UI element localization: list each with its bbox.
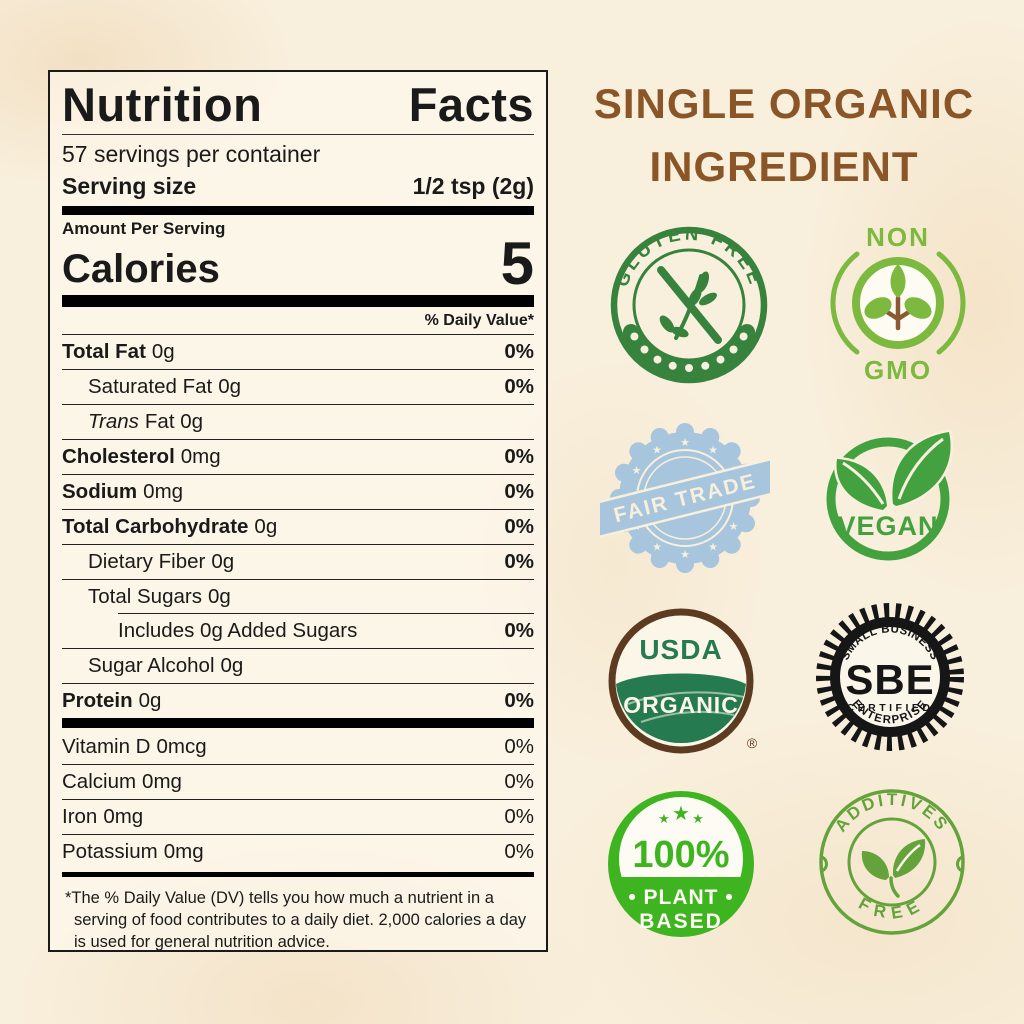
gluten-free-arc-text: GLUTEN FREE [611, 223, 764, 290]
sbe-certified-text: CERTIFIED [847, 702, 934, 714]
nutrient-row-total-carbohydrate: Total Carbohydrate 0g 0% [62, 510, 534, 546]
amount-per-serving: Amount Per Serving [62, 219, 226, 239]
svg-text:★: ★ [692, 811, 704, 826]
vitamin-row-iron: Iron 0mg 0% [62, 800, 534, 836]
calories-label: Calories [62, 247, 220, 292]
headline-line2: INGREDIENT [649, 143, 919, 190]
non-gmo-icon: NON GMO [830, 222, 966, 385]
usda-organic-icon: USDA ORGANIC ® [608, 608, 758, 754]
nutrient-row-total-sugars: Total Sugars 0g [62, 580, 534, 615]
vitamin-row-calcium: Calcium 0mg 0% [62, 765, 534, 801]
nutrient-row-trans-fat: Trans Fat 0g [62, 405, 534, 441]
vegan-icon: VEGAN [826, 429, 953, 561]
divider-bar [62, 872, 534, 878]
svg-text:★: ★ [708, 542, 718, 554]
headline-line1: SINGLE ORGANIC [593, 80, 975, 127]
vitamin-row-potassium: Potassium 0mg 0% [62, 840, 534, 864]
nutrient-row-protein: Protein 0g 0% [62, 689, 534, 713]
calories-row: Calories 5 [62, 230, 534, 298]
non-gmo-badge: NON GMO [813, 218, 983, 388]
nutrient-row-total-fat: Total Fat 0g 0% [62, 335, 534, 371]
sbe-big-text: SBE [845, 656, 934, 703]
crossed-wheat-icon [657, 266, 722, 344]
title-word-nutrition: Nutrition [62, 78, 263, 131]
gluten-free-badge: GLUTEN FREE [604, 220, 774, 390]
svg-text:★: ★ [672, 803, 690, 825]
svg-text:★: ★ [632, 465, 642, 477]
svg-text:ADDITIVES: ADDITIVES [831, 790, 953, 836]
side-tilde-right [956, 855, 964, 873]
servings-per-container: 57 servings per container [62, 141, 321, 168]
svg-text:★: ★ [658, 811, 670, 826]
registered-mark: ® [747, 735, 758, 751]
based-text: BASED [639, 910, 723, 933]
dotted-arc-decoration [630, 332, 748, 372]
leaves-icon [861, 839, 926, 898]
nutrient-row-cholesterol: Cholesterol 0mg 0% [62, 440, 534, 476]
non-gmo-top-text: NON [866, 222, 930, 252]
usda-text: USDA [639, 634, 722, 665]
nutrient-row-sugar-alcohol: Sugar Alcohol 0g [62, 649, 534, 685]
fair-trade-icon: ★★ ★★ ★★ ★★ ★★ FAIR TRADE [600, 423, 770, 573]
free-arc-text: FREE [856, 894, 922, 923]
non-gmo-bottom-text: GMO [864, 355, 932, 385]
svg-text:★: ★ [680, 437, 690, 449]
svg-text:★: ★ [680, 549, 690, 561]
title-word-facts: Facts [408, 78, 534, 131]
plant-text: • PLANT • [628, 886, 733, 909]
nutrient-row-added-sugars: Includes 0g Added Sugars 0% [62, 614, 534, 650]
divider-bar [62, 295, 534, 308]
additives-free-badge: ADDITIVES FREE [807, 777, 977, 947]
svg-text:★: ★ [729, 521, 739, 533]
gluten-free-icon: GLUTEN FREE [611, 223, 768, 384]
plant-based-badge: ★ ★ ★ 100% • PLANT • BASED [596, 779, 766, 949]
serving-size-label: Serving size [62, 173, 197, 200]
sprout-icon [864, 264, 932, 331]
vegan-badge: VEGAN [803, 407, 973, 577]
svg-text:FREE: FREE [856, 894, 929, 923]
plant-based-icon: ★ ★ ★ 100% • PLANT • BASED [608, 791, 754, 937]
divider-bar [62, 206, 534, 216]
sbe-seal-icon: SMALL BUSINESS SBE CERTIFIED ENTERPRISE [816, 603, 964, 751]
daily-value-footnote: *The % Daily Value (DV) tells you how mu… [65, 889, 527, 952]
vitamin-row-vitamin-d: Vitamin D 0mcg 0% [62, 730, 534, 766]
additives-free-icon: ADDITIVES FREE [819, 789, 965, 935]
svg-text:★: ★ [708, 445, 718, 457]
nutrient-row-sodium: Sodium 0mg 0% [62, 475, 534, 511]
sbe-certified-badge: SMALL BUSINESS SBE CERTIFIED ENTERPRISE [805, 592, 975, 762]
serving-size-row: Serving size 1/2 tsp (2g) [62, 170, 534, 202]
fair-trade-badge: ★★ ★★ ★★ ★★ ★★ FAIR TRADE [600, 413, 770, 583]
vegan-label: VEGAN [837, 511, 938, 541]
calories-value: 5 [500, 230, 534, 298]
additives-arc-text: ADDITIVES [831, 790, 950, 836]
leaves-icon [834, 429, 953, 513]
nutrition-facts-label: Nutrition Facts 57 servings per containe… [48, 70, 548, 952]
divider-bar [62, 718, 534, 729]
star-decorations: ★ ★ ★ [658, 803, 704, 826]
nutrient-row-dietary-fiber: Dietary Fiber 0g 0% [62, 545, 534, 581]
nutrient-row-saturated-fat: Saturated Fat 0g 0% [62, 370, 534, 406]
svg-text:GLUTEN FREE: GLUTEN FREE [611, 223, 768, 290]
percent-text: 100% [632, 834, 729, 876]
usda-organic-badge: USDA ORGANIC ® [596, 596, 766, 766]
svg-text:★: ★ [652, 445, 662, 457]
svg-text:★: ★ [652, 542, 662, 554]
headline: SINGLE ORGANIC INGREDIENT [552, 72, 1016, 198]
nutrition-facts-title: Nutrition Facts [62, 78, 534, 136]
organic-text: ORGANIC [623, 692, 739, 718]
serving-size-value: 1/2 tsp (2g) [412, 173, 534, 200]
side-tilde-left [820, 855, 828, 873]
daily-value-header: % Daily Value* [62, 307, 534, 336]
